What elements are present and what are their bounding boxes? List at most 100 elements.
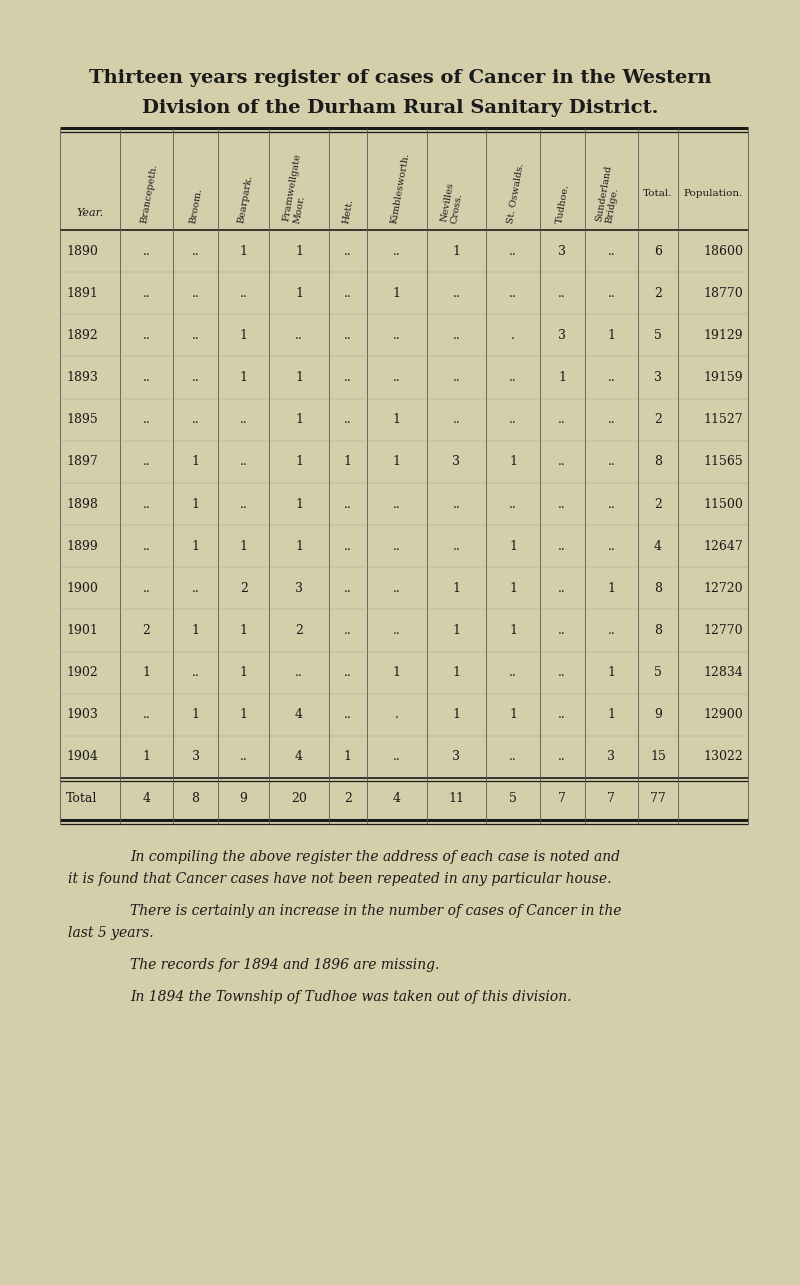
Text: ..: .. xyxy=(344,625,352,637)
Text: 3: 3 xyxy=(654,371,662,384)
Text: 1: 1 xyxy=(295,497,303,510)
Text: 1904: 1904 xyxy=(66,750,98,763)
Text: 8: 8 xyxy=(654,582,662,595)
Text: 18600: 18600 xyxy=(703,244,743,257)
Text: Population.: Population. xyxy=(683,189,742,198)
Text: 1: 1 xyxy=(509,708,517,721)
Text: 77: 77 xyxy=(650,793,666,806)
Text: 4: 4 xyxy=(295,750,303,763)
Text: 1: 1 xyxy=(509,582,517,595)
Text: ..: .. xyxy=(607,497,615,510)
Text: ..: .. xyxy=(142,455,150,468)
Text: 13022: 13022 xyxy=(703,750,743,763)
Text: 1: 1 xyxy=(393,414,401,427)
Text: 2: 2 xyxy=(142,625,150,637)
Text: Year.: Year. xyxy=(76,208,103,218)
Text: ..: .. xyxy=(142,540,150,553)
Text: 8: 8 xyxy=(654,455,662,468)
Text: 1: 1 xyxy=(295,455,303,468)
Text: ..: .. xyxy=(393,329,401,342)
Text: ..: .. xyxy=(192,287,199,299)
Text: Brancepeth.: Brancepeth. xyxy=(139,163,159,224)
Text: 1892: 1892 xyxy=(66,329,98,342)
Text: .: . xyxy=(394,708,398,721)
Text: ..: .. xyxy=(344,582,352,595)
Text: Total: Total xyxy=(66,793,98,806)
Text: 2: 2 xyxy=(295,625,303,637)
Text: ..: .. xyxy=(192,582,199,595)
Text: ..: .. xyxy=(344,666,352,678)
Text: ..: .. xyxy=(192,371,199,384)
Text: 20: 20 xyxy=(291,793,307,806)
Text: ..: .. xyxy=(142,582,150,595)
Text: ..: .. xyxy=(558,455,566,468)
Text: 7: 7 xyxy=(558,793,566,806)
Text: 1: 1 xyxy=(509,625,517,637)
Text: ..: .. xyxy=(344,414,352,427)
Text: Total.: Total. xyxy=(643,189,673,198)
Text: 12900: 12900 xyxy=(703,708,743,721)
Text: ..: .. xyxy=(509,750,517,763)
Text: Broom.: Broom. xyxy=(189,186,204,224)
Text: 1: 1 xyxy=(191,497,199,510)
Text: 1898: 1898 xyxy=(66,497,98,510)
Text: ..: .. xyxy=(393,371,401,384)
Text: 3: 3 xyxy=(453,750,461,763)
Text: 1: 1 xyxy=(344,750,352,763)
Text: 4: 4 xyxy=(295,708,303,721)
Text: ..: .. xyxy=(607,455,615,468)
Text: ..: .. xyxy=(344,708,352,721)
Text: 12770: 12770 xyxy=(703,625,743,637)
Text: 4: 4 xyxy=(654,540,662,553)
Text: 1: 1 xyxy=(240,329,248,342)
Text: 19159: 19159 xyxy=(703,371,743,384)
Text: ..: .. xyxy=(393,244,401,257)
Text: 1: 1 xyxy=(295,287,303,299)
Text: ..: .. xyxy=(142,371,150,384)
Text: ..: .. xyxy=(558,414,566,427)
Text: St. Oswalds.: St. Oswalds. xyxy=(506,162,526,224)
Text: ..: .. xyxy=(453,414,460,427)
Text: ..: .. xyxy=(344,371,352,384)
Text: 1895: 1895 xyxy=(66,414,98,427)
Text: 1: 1 xyxy=(142,666,150,678)
Text: 1902: 1902 xyxy=(66,666,98,678)
Text: 1: 1 xyxy=(295,244,303,257)
Text: ..: .. xyxy=(509,414,517,427)
Text: ..: .. xyxy=(453,497,460,510)
Text: ..: .. xyxy=(142,244,150,257)
Text: ..: .. xyxy=(240,414,247,427)
Text: 12834: 12834 xyxy=(703,666,743,678)
Text: ..: .. xyxy=(558,287,566,299)
Text: ..: .. xyxy=(453,329,460,342)
Text: ..: .. xyxy=(295,666,303,678)
Text: Nevilles
Cross.: Nevilles Cross. xyxy=(439,181,466,224)
Text: 9: 9 xyxy=(654,708,662,721)
Text: ..: .. xyxy=(393,497,401,510)
Text: 1: 1 xyxy=(453,666,461,678)
Text: ..: .. xyxy=(344,244,352,257)
Text: ..: .. xyxy=(393,625,401,637)
Text: 1: 1 xyxy=(191,455,199,468)
Text: ..: .. xyxy=(607,540,615,553)
Text: 1891: 1891 xyxy=(66,287,98,299)
Text: 2: 2 xyxy=(654,414,662,427)
Text: ..: .. xyxy=(509,666,517,678)
Text: 7: 7 xyxy=(607,793,615,806)
Text: 1: 1 xyxy=(453,582,461,595)
Text: Bearpark.: Bearpark. xyxy=(237,173,254,224)
Text: 1: 1 xyxy=(191,625,199,637)
Text: 3: 3 xyxy=(295,582,303,595)
Text: 3: 3 xyxy=(453,455,461,468)
Text: ..: .. xyxy=(240,750,247,763)
Text: ..: .. xyxy=(192,666,199,678)
Text: ..: .. xyxy=(142,708,150,721)
Text: ..: .. xyxy=(142,329,150,342)
Text: ..: .. xyxy=(558,708,566,721)
Text: ..: .. xyxy=(509,497,517,510)
Text: 5: 5 xyxy=(654,329,662,342)
Text: 1: 1 xyxy=(453,244,461,257)
Text: 1: 1 xyxy=(509,540,517,553)
Text: Framwellgate
Moor.: Framwellgate Moor. xyxy=(282,153,313,224)
Text: Sunderland
Bridge.: Sunderland Bridge. xyxy=(594,164,623,224)
